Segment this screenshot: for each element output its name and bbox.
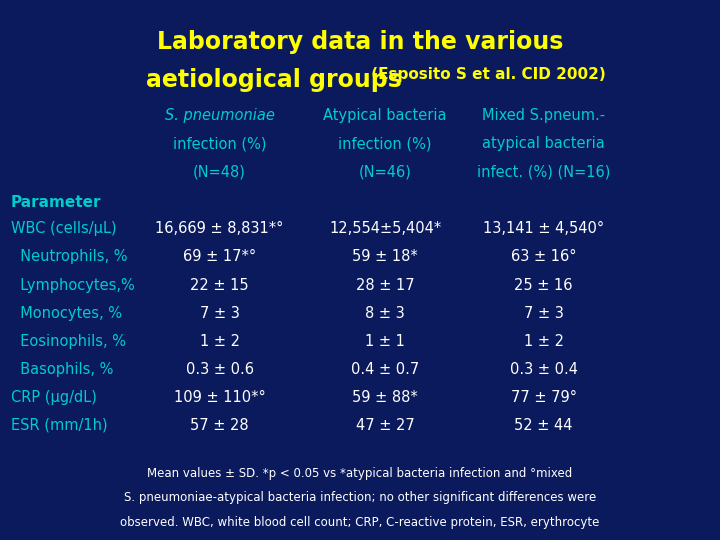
Text: 69 ± 17*°: 69 ± 17*° [183, 249, 256, 265]
Text: 0.3 ± 0.4: 0.3 ± 0.4 [510, 362, 577, 377]
Text: ESR (mm/1h): ESR (mm/1h) [11, 418, 107, 433]
Text: 28 ± 17: 28 ± 17 [356, 278, 415, 293]
Text: Mean values ± SD. *p < 0.05 vs *atypical bacteria infection and °mixed: Mean values ± SD. *p < 0.05 vs *atypical… [148, 467, 572, 480]
Text: S. pneumoniae: S. pneumoniae [165, 108, 274, 123]
Text: Neutrophils, %: Neutrophils, % [11, 249, 127, 265]
Text: 8 ± 3: 8 ± 3 [365, 306, 405, 321]
Text: 47 ± 27: 47 ± 27 [356, 418, 415, 433]
Text: 0.4 ± 0.7: 0.4 ± 0.7 [351, 362, 419, 377]
Text: (N=48): (N=48) [193, 164, 246, 179]
Text: 52 ± 44: 52 ± 44 [514, 418, 573, 433]
Text: Eosinophils, %: Eosinophils, % [11, 334, 126, 349]
Text: 1 ± 2: 1 ± 2 [523, 334, 564, 349]
Text: Basophils, %: Basophils, % [11, 362, 113, 377]
Text: 109 ± 110*°: 109 ± 110*° [174, 390, 266, 405]
Text: 1 ± 2: 1 ± 2 [199, 334, 240, 349]
Text: Laboratory data in the various: Laboratory data in the various [157, 30, 563, 53]
Text: Parameter: Parameter [11, 195, 102, 211]
Text: 13,141 ± 4,540°: 13,141 ± 4,540° [483, 221, 604, 237]
Text: 0.3 ± 0.6: 0.3 ± 0.6 [186, 362, 253, 377]
Text: infect. (%) (N=16): infect. (%) (N=16) [477, 164, 611, 179]
Text: 22 ± 15: 22 ± 15 [190, 278, 249, 293]
Text: 7 ± 3: 7 ± 3 [199, 306, 240, 321]
Text: CRP (μg/dL): CRP (μg/dL) [11, 390, 96, 405]
Text: aetiological groups: aetiological groups [145, 68, 402, 91]
Text: (N=46): (N=46) [359, 164, 412, 179]
Text: 25 ± 16: 25 ± 16 [514, 278, 573, 293]
Text: (Esposito S et al. CID 2002): (Esposito S et al. CID 2002) [366, 68, 606, 83]
Text: 63 ± 16°: 63 ± 16° [511, 249, 576, 265]
Text: 12,554±5,404*: 12,554±5,404* [329, 221, 441, 237]
Text: 59 ± 18*: 59 ± 18* [352, 249, 418, 265]
Text: 16,669 ± 8,831*°: 16,669 ± 8,831*° [156, 221, 284, 237]
Text: observed. WBC, white blood cell count; CRP, C-reactive protein, ESR, erythrocyte: observed. WBC, white blood cell count; C… [120, 516, 600, 529]
Text: 77 ± 79°: 77 ± 79° [510, 390, 577, 405]
Text: infection (%): infection (%) [173, 136, 266, 151]
Text: 7 ± 3: 7 ± 3 [523, 306, 564, 321]
Text: Lymphocytes,%: Lymphocytes,% [11, 278, 135, 293]
Text: S. pneumoniae-atypical bacteria infection; no other significant differences were: S. pneumoniae-atypical bacteria infectio… [124, 491, 596, 504]
Text: 57 ± 28: 57 ± 28 [190, 418, 249, 433]
Text: Monocytes, %: Monocytes, % [11, 306, 122, 321]
Text: infection (%): infection (%) [338, 136, 432, 151]
Text: Atypical bacteria: Atypical bacteria [323, 108, 447, 123]
Text: WBC (cells/μL): WBC (cells/μL) [11, 221, 117, 237]
Text: 1 ± 1: 1 ± 1 [365, 334, 405, 349]
Text: atypical bacteria: atypical bacteria [482, 136, 605, 151]
Text: 59 ± 88*: 59 ± 88* [352, 390, 418, 405]
Text: Mixed S.pneum.-: Mixed S.pneum.- [482, 108, 606, 123]
